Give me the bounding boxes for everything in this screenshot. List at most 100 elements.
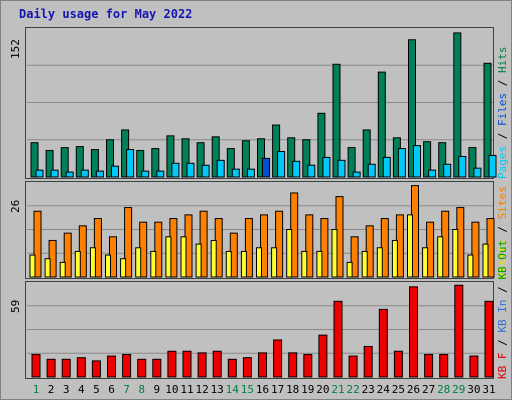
visits-bar <box>59 261 66 278</box>
pages-bar <box>488 154 497 178</box>
hits-bar <box>408 39 416 178</box>
day-label: 15 <box>241 383 254 396</box>
visits-bar <box>407 214 413 278</box>
hits-bar <box>45 150 54 178</box>
pages-bar <box>352 171 361 178</box>
sites-bar <box>124 207 133 278</box>
hits-bar <box>377 71 386 178</box>
visits-bar <box>391 239 398 278</box>
kbytes-bar <box>273 339 283 378</box>
kbytes-bar <box>258 352 267 378</box>
day-label: 8 <box>138 383 145 396</box>
visits-bar <box>467 254 474 278</box>
visits-bar <box>437 236 444 278</box>
day-label: 17 <box>271 383 284 396</box>
day-label: 21 <box>331 383 344 396</box>
visits-bar <box>452 229 459 278</box>
pages-bar <box>201 164 210 178</box>
hits-bar <box>483 62 492 178</box>
day-label: 12 <box>195 383 208 396</box>
pages-bar <box>141 170 150 178</box>
day-label: 19 <box>301 383 314 396</box>
sites-bar <box>471 221 480 278</box>
kbytes-bar <box>333 300 343 378</box>
kbytes-bar <box>152 358 162 378</box>
hits-bar <box>75 146 84 178</box>
hits-bar <box>347 147 356 178</box>
hits-bar <box>181 138 190 178</box>
kbytes-bar <box>227 358 237 378</box>
pages-bar <box>307 164 316 178</box>
kbytes-bar <box>439 353 449 378</box>
hits-bar <box>211 136 220 178</box>
pages-bar <box>65 171 74 178</box>
hits-bar <box>151 148 160 178</box>
day-label: 9 <box>153 383 160 396</box>
kbytes-bar <box>167 350 177 378</box>
day-label: 16 <box>256 383 269 396</box>
kbytes-bar <box>454 284 464 378</box>
visits-bar <box>29 254 36 278</box>
day-label: 24 <box>377 383 391 396</box>
kbytes-bar <box>197 352 207 378</box>
pages-bar <box>216 159 225 178</box>
kbytes-bar <box>107 355 116 378</box>
hits-bar <box>362 129 371 178</box>
day-label: 22 <box>346 383 359 396</box>
day-label: 23 <box>362 383 375 396</box>
visits-bar <box>331 229 338 278</box>
kbytes-bar <box>31 353 41 378</box>
kbytes-bar <box>303 353 313 378</box>
pages-bar <box>156 170 165 178</box>
day-label: 31 <box>482 383 495 396</box>
visits-bar <box>89 247 96 278</box>
pages-bar <box>262 157 270 178</box>
hits-bar <box>302 139 311 178</box>
kbytes-bar <box>242 357 252 378</box>
pages-bar <box>443 163 452 178</box>
kbytes-bar <box>76 357 86 378</box>
pages-bar <box>413 145 421 178</box>
pages-bar <box>473 167 482 178</box>
visits-bar <box>482 243 489 278</box>
kbytes-bar <box>424 353 434 378</box>
day-label: 4 <box>78 383 85 396</box>
visits-bar <box>180 236 187 278</box>
day-label: 6 <box>108 383 115 396</box>
pages-bar <box>382 156 391 178</box>
day-label: 14 <box>226 383 240 396</box>
hits-bar <box>136 150 145 178</box>
sites-bar <box>275 210 284 278</box>
visits-bar <box>316 250 323 278</box>
kbytes-bar <box>409 286 418 378</box>
kbytes-bar <box>91 360 101 378</box>
visits-bar <box>225 250 232 278</box>
pages-bar <box>171 162 180 178</box>
hits-bar <box>241 140 250 178</box>
pages-bar <box>322 156 331 178</box>
pages-bar <box>111 165 119 178</box>
sites-bar <box>350 236 359 278</box>
hits-bar <box>317 112 326 178</box>
hits-bar <box>60 147 69 178</box>
sites-bar <box>154 221 163 278</box>
hits-bar <box>438 142 447 178</box>
sites-bar <box>33 210 42 278</box>
day-label: 5 <box>93 383 100 396</box>
day-label: 7 <box>123 383 130 396</box>
kbytes-bar <box>318 334 328 378</box>
visits-bar <box>346 261 353 278</box>
pages-bar <box>292 160 301 178</box>
kbytes-bar <box>348 355 358 378</box>
pages-bar <box>231 168 240 178</box>
visits-bar <box>150 250 157 278</box>
day-label: 27 <box>422 383 435 396</box>
kbytes-bar <box>212 350 222 378</box>
visits-bar <box>271 247 278 278</box>
pages-bar <box>277 151 286 178</box>
day-label: 30 <box>467 383 480 396</box>
visits-bar <box>210 239 217 278</box>
hits-bar <box>30 142 39 178</box>
day-label: 25 <box>392 383 405 396</box>
